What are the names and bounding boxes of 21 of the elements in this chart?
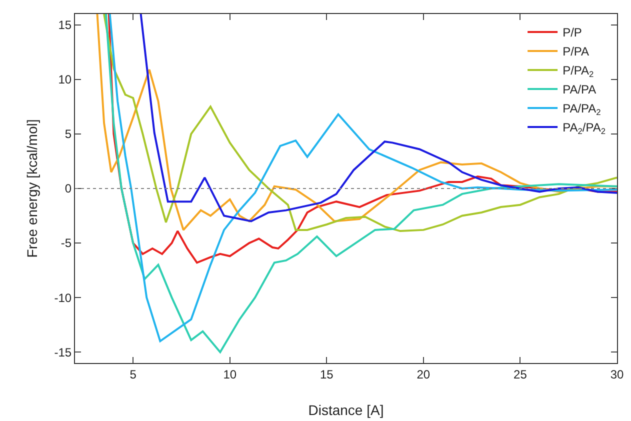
x-tick-label: 25 bbox=[514, 367, 528, 382]
legend-label: P/PA$_{2}$ bbox=[562, 64, 594, 80]
legend-label: PA/PA$_{2}$ bbox=[562, 102, 602, 118]
y-tick-label: 10 bbox=[58, 72, 72, 87]
legend-label: PA/PA bbox=[562, 82, 596, 97]
legend-label: PA$_{2}$/PA$_{2}$ bbox=[562, 120, 606, 136]
y-tick-label: -5 bbox=[60, 236, 72, 250]
y-tick-label: -10 bbox=[54, 290, 72, 305]
legend-label: P/P bbox=[562, 26, 582, 40]
x-tick-label: 15 bbox=[320, 367, 334, 382]
x-tick-label: 20 bbox=[416, 367, 430, 382]
legend-label: P/PA bbox=[562, 44, 590, 59]
y-tick-label: -15 bbox=[54, 345, 72, 360]
x-tick-label: 10 bbox=[223, 367, 237, 382]
x-tick-label: 30 bbox=[610, 367, 624, 382]
x-tick-label: 5 bbox=[130, 367, 137, 382]
y-tick-label: 0 bbox=[64, 182, 72, 196]
y-tick-label: 5 bbox=[64, 127, 72, 142]
y-axis-title: Free energy [kcal/mol] bbox=[24, 119, 40, 258]
y-tick-label: 15 bbox=[58, 18, 72, 32]
x-axis-title: Distance [A] bbox=[308, 402, 384, 418]
